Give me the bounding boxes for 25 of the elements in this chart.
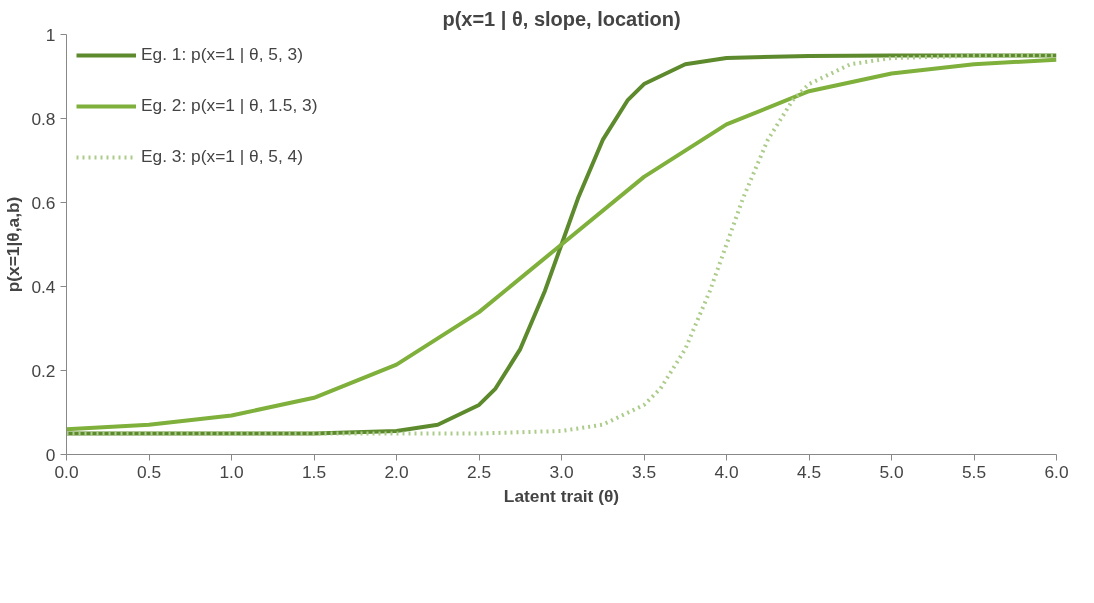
y-tick-label: 0.4 bbox=[31, 276, 56, 297]
x-tick-label: 0.5 bbox=[136, 461, 162, 482]
x-tick-label: 1.0 bbox=[219, 461, 244, 482]
x-tick-label: 3.5 bbox=[631, 461, 657, 482]
x-tick-label: 1.5 bbox=[301, 461, 327, 482]
x-tick-label: 3.0 bbox=[549, 461, 574, 482]
chart-title: p(x=1 | θ, slope, location) bbox=[442, 7, 681, 30]
legend-label: Eg. 2: p(x=1 | θ, 1.5, 3) bbox=[141, 95, 318, 116]
legend-label: Eg. 1: p(x=1 | θ, 5, 3) bbox=[141, 44, 303, 65]
x-tick-label: 2.0 bbox=[384, 461, 409, 482]
x-tick-label: 4.5 bbox=[796, 461, 822, 482]
y-tick-label: 0 bbox=[45, 444, 56, 465]
x-tick-label: 5.0 bbox=[879, 461, 904, 482]
y-tick-label: 0.6 bbox=[31, 192, 56, 213]
y-axis-title: p(x=1|θ,a,b) bbox=[3, 196, 24, 293]
x-tick-label: 0.0 bbox=[54, 461, 79, 482]
legend-label: Eg. 3: p(x=1 | θ, 5, 4) bbox=[141, 146, 303, 167]
y-tick-label: 0.8 bbox=[31, 108, 56, 129]
y-tick-label: 1 bbox=[45, 24, 56, 45]
x-tick-label: 6.0 bbox=[1044, 461, 1069, 482]
x-tick-label: 5.5 bbox=[961, 461, 987, 482]
x-axis-title: Latent trait (θ) bbox=[503, 485, 620, 506]
y-tick-label: 0.2 bbox=[31, 360, 56, 381]
x-tick-label: 4.0 bbox=[714, 461, 739, 482]
x-tick-label: 2.5 bbox=[466, 461, 492, 482]
